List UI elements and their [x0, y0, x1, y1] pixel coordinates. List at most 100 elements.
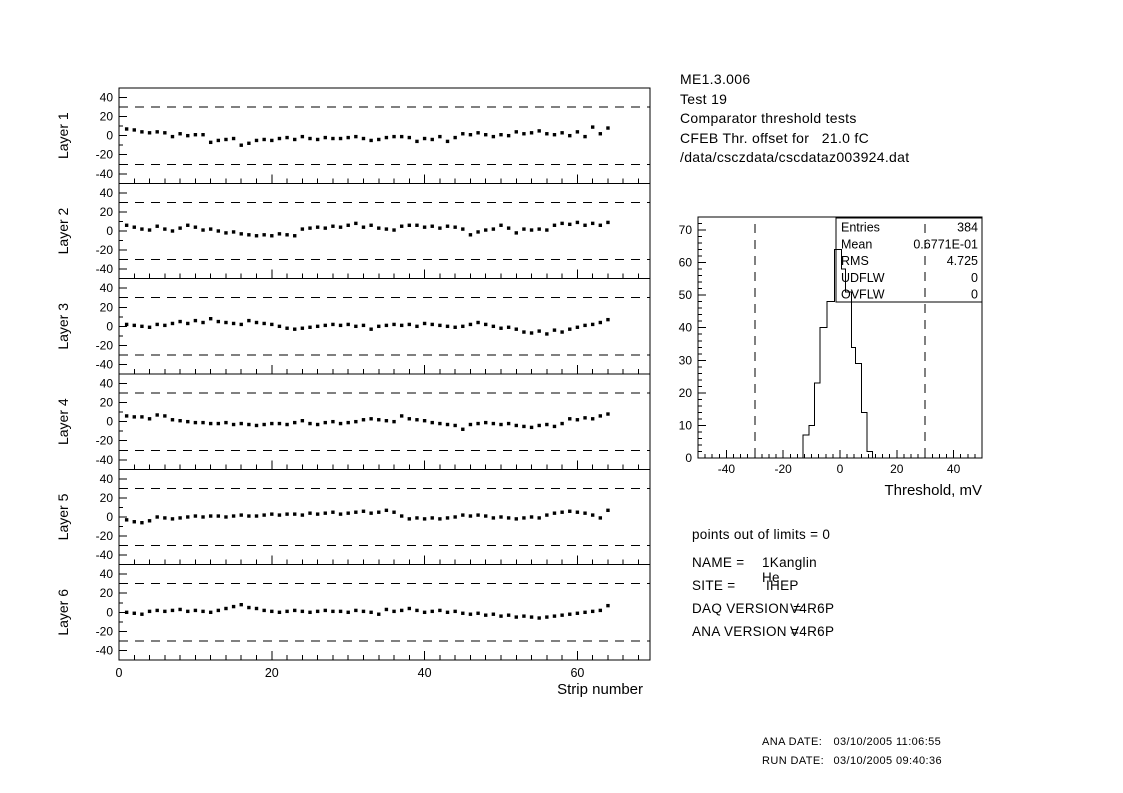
data-point	[568, 133, 572, 138]
run-date-label: RUN DATE:	[762, 755, 825, 767]
data-point	[415, 418, 419, 422]
data-point	[506, 133, 511, 138]
data-point	[277, 232, 282, 236]
layer-panel-6: -40 -20 0 20 40 Layer 6	[55, 564, 651, 661]
data-point	[178, 419, 182, 423]
info-block: NAME = 1Kanglin He SITE = IHEP DAQ VERSI…	[692, 555, 834, 647]
data-point	[338, 323, 343, 328]
data-point	[537, 329, 541, 333]
data-point	[537, 227, 541, 231]
data-point	[522, 132, 526, 136]
x-axis-title: Strip number	[557, 681, 643, 698]
y-tick-label: 30	[679, 353, 693, 367]
data-point	[231, 604, 236, 609]
ana-date-value: 03/10/2005 11:06:55	[833, 736, 942, 748]
data-point	[170, 229, 175, 233]
data-point	[331, 510, 335, 514]
data-point	[315, 137, 320, 142]
data-point	[262, 233, 266, 237]
data-point	[293, 420, 297, 425]
data-point	[499, 223, 503, 227]
data-point	[529, 425, 534, 430]
data-point	[491, 516, 496, 520]
data-point	[300, 513, 305, 517]
data-point	[583, 134, 587, 139]
x-axis-title: Threshold, mV	[884, 482, 982, 499]
y-tick-label: 40	[100, 281, 114, 295]
data-point	[208, 514, 213, 518]
x-tick-label: 40	[947, 462, 961, 476]
data-point	[124, 610, 129, 615]
data-point	[606, 317, 610, 322]
data-point	[132, 520, 136, 524]
data-point	[224, 515, 228, 519]
data-point	[331, 609, 335, 614]
data-point	[445, 324, 450, 329]
data-point	[399, 323, 404, 328]
data-point	[140, 227, 144, 231]
data-point	[407, 517, 412, 521]
data-point	[560, 330, 564, 334]
data-point	[208, 227, 213, 231]
data-point	[163, 131, 167, 135]
data-point	[277, 421, 282, 426]
data-point	[484, 228, 488, 232]
data-point	[590, 322, 595, 327]
data-point	[506, 421, 511, 426]
data-point	[422, 225, 427, 229]
data-point	[545, 513, 549, 517]
data-point	[323, 511, 327, 515]
data-point	[354, 510, 358, 514]
data-point	[545, 422, 549, 427]
data-point	[170, 608, 175, 613]
data-point	[560, 131, 564, 135]
data-point	[438, 517, 442, 521]
data-point	[484, 322, 488, 327]
data-point	[132, 415, 136, 419]
run-date-value: 03/10/2005 09:40:36	[833, 755, 942, 767]
layer-3-points	[124, 316, 610, 336]
data-point	[208, 421, 213, 426]
data-point	[277, 324, 282, 329]
data-point	[392, 609, 396, 614]
data-point	[124, 127, 129, 131]
data-point	[590, 221, 595, 226]
stat-label: OVFLW	[841, 288, 885, 302]
data-point	[315, 512, 320, 516]
data-point	[293, 234, 297, 238]
data-point	[186, 515, 190, 519]
data-point	[361, 323, 366, 328]
layer-6-points	[124, 602, 610, 620]
data-point	[239, 421, 243, 426]
data-point	[239, 232, 243, 236]
data-point	[575, 220, 580, 225]
data-point	[277, 610, 282, 615]
y-tick-label: -20	[96, 434, 114, 448]
y-tick-label: 0	[106, 224, 113, 238]
data-point	[415, 223, 419, 227]
data-point	[193, 514, 198, 518]
y-tick-label: -40	[96, 643, 114, 657]
data-point	[346, 322, 350, 327]
data-point	[552, 223, 557, 227]
data-point	[186, 223, 190, 227]
data-point	[369, 223, 373, 227]
data-point	[476, 513, 480, 517]
ana-date-label: ANA DATE:	[762, 736, 823, 748]
y-tick-label: 60	[679, 256, 693, 270]
y-tick-label: 0	[106, 605, 113, 619]
data-point	[438, 421, 442, 426]
data-point	[522, 227, 526, 231]
data-point	[392, 322, 396, 327]
data-point	[163, 227, 167, 231]
ana-version-label: ANA VERSION =	[692, 624, 800, 639]
data-point	[239, 143, 243, 147]
data-point	[415, 139, 419, 144]
stats-box: Entries 384 Mean 0.6771E-01 RMS 4.725 UDFLW 0 OV…	[835, 217, 983, 303]
data-point	[178, 226, 182, 230]
data-point	[461, 132, 465, 136]
data-point	[537, 129, 541, 133]
data-point	[568, 509, 572, 513]
data-point	[193, 608, 198, 613]
data-point	[545, 132, 549, 136]
